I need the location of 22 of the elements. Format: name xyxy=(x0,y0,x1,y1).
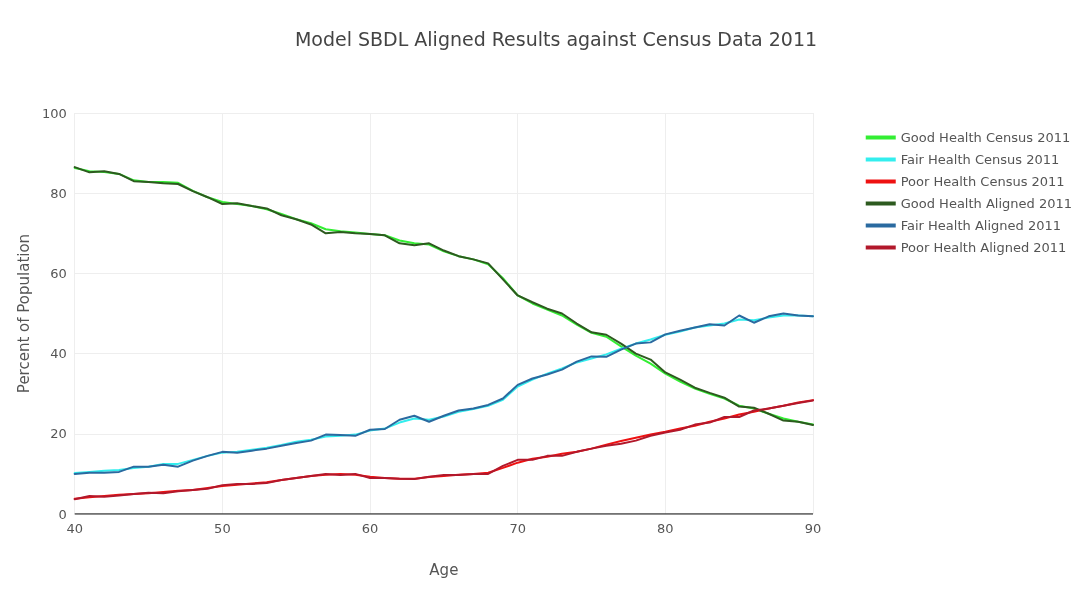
x-tick-label: 70 xyxy=(509,521,526,536)
legend-label: Fair Health Aligned 2011 xyxy=(900,218,1061,233)
legend-label: Fair Health Census 2011 xyxy=(900,152,1060,167)
y-tick-label: 60 xyxy=(50,265,67,281)
legend-label: Poor Health Aligned 2011 xyxy=(900,240,1067,255)
x-tick-label: 50 xyxy=(214,521,231,536)
chart-title: Model SBDL Aligned Results against Census Data 2011 xyxy=(294,27,818,50)
x-axis-title: Age xyxy=(429,560,459,579)
legend-label: Good Health Aligned 2011 xyxy=(900,196,1073,211)
legend-label: Good Health Census 2011 xyxy=(900,130,1071,145)
y-tick-label: 20 xyxy=(50,426,67,442)
x-tick-label: 60 xyxy=(361,521,379,536)
line-series xyxy=(73,166,814,426)
y-tick-label: 100 xyxy=(41,105,67,121)
y-tick-label: 80 xyxy=(50,185,67,201)
y-axis-title: Percent of Population xyxy=(14,233,33,394)
y-tick-label: 0 xyxy=(58,506,67,522)
x-tick-label: 90 xyxy=(804,521,822,536)
legend-label: Poor Health Census 2011 xyxy=(900,174,1065,189)
x-tick-label: 40 xyxy=(66,521,83,536)
y-tick-label: 40 xyxy=(50,346,67,362)
x-tick-label: 80 xyxy=(657,521,674,536)
